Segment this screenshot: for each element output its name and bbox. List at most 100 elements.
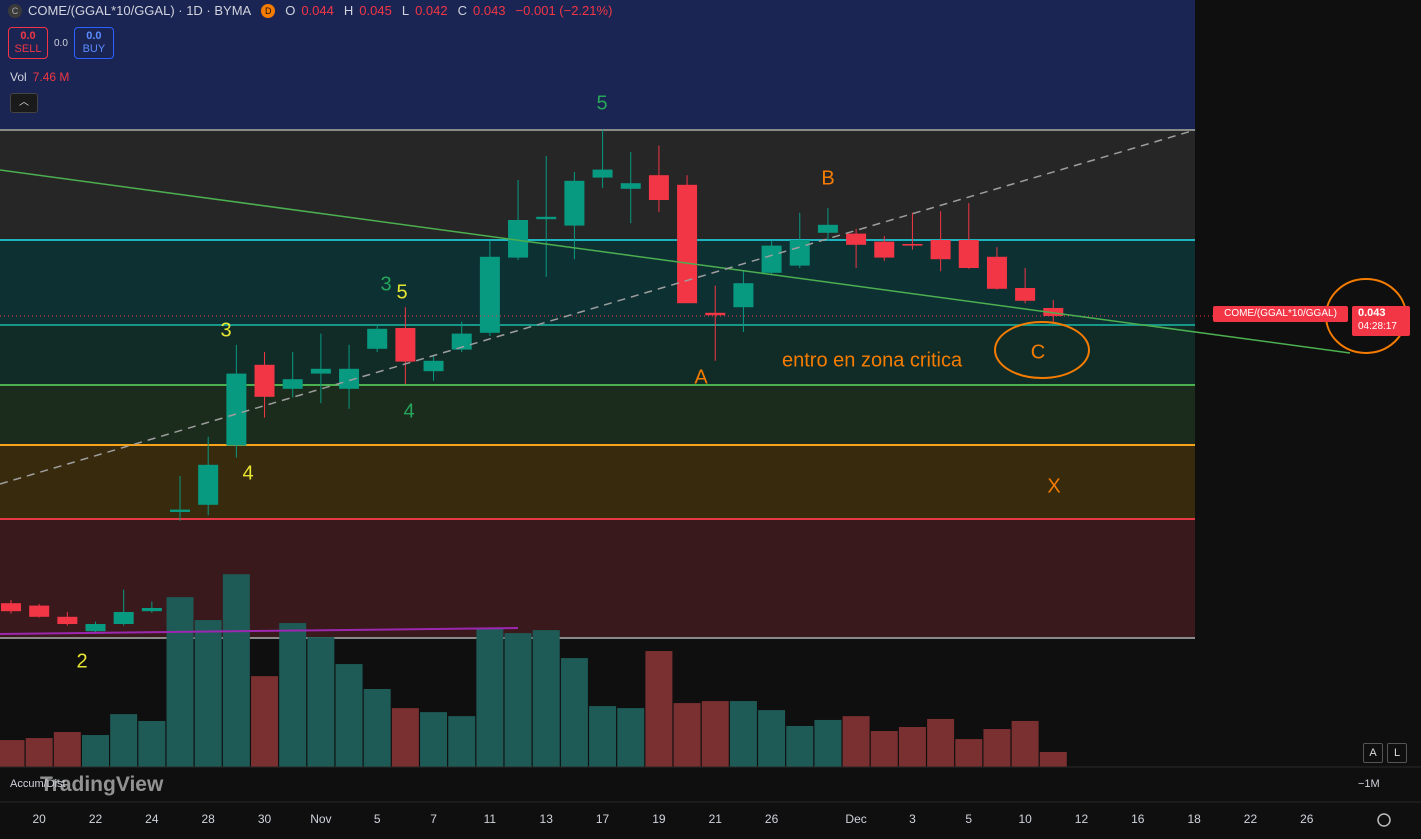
candle-body [451,333,472,350]
volume-bar [927,718,955,767]
candle-body [198,464,219,505]
x-tick-label: 5 [965,812,972,826]
sell-button[interactable]: 0.0 SELL [8,27,48,59]
wave-label: A [694,366,708,388]
zone [0,519,1195,638]
indicator-label: Accum/Dist [10,778,66,790]
volume-bar [1039,752,1067,767]
candles [0,129,1213,632]
x-tick-label: 13 [540,812,554,826]
symbol-icon: C [8,3,22,18]
volume-bar [870,731,898,767]
volume-bar [589,706,617,767]
x-tick-label: 7 [430,812,437,826]
candle-body [677,184,698,304]
watermark: TradingView [40,773,164,796]
volume-bar [701,701,729,767]
candle-body [282,379,303,389]
price-tag: 0.043 04:28:17 [1352,306,1410,336]
candle-body [930,240,951,260]
volume-bar [420,712,448,767]
candle-body [874,241,895,258]
x-tick-label: Nov [310,812,331,826]
trade-panel: 0.0 SELL 0.0 0.0 BUY [8,27,114,59]
candle-body [479,256,500,333]
volume-bar [251,676,279,767]
fib-zones [0,0,1195,639]
wave-label: 3 [380,273,391,295]
x-tick-label: 24 [145,812,159,826]
settings-icon[interactable] [1377,813,1391,827]
candle-body [761,245,782,273]
collapse-button[interactable]: ︿ [10,93,38,113]
wave-label: C [1031,341,1045,363]
volume-bar [335,664,363,767]
indicator-tick: −1M [1358,778,1380,790]
x-tick-label: 12 [1075,812,1089,826]
x-axis: 20 22 24 28 30 Nov 5 7 11 13 17 19 21 26 Dec 3 5 10 12 16 18… [32,812,1313,826]
header: C COME/(GGAL*10/GGAL) · 1D · BYMA D O 0.0… [8,3,616,18]
volume-bar [279,623,307,767]
volume-bar [673,703,701,767]
delay-badge: D [261,3,276,18]
x-tick-label: 22 [1244,812,1258,826]
candle-body [254,364,275,397]
trend-line [0,169,1351,354]
buy-button[interactable]: 0.0 BUY [73,27,114,59]
x-tick-label: 17 [596,812,610,826]
candle-body [620,183,641,189]
sell-label: SELL [14,43,42,55]
volume-bar [448,716,476,767]
zone [0,0,1195,130]
candle-body [817,224,838,233]
candle-body [789,240,810,266]
x-tick-label: 21 [709,812,723,826]
wave-label: 2 [76,650,87,672]
candle-body [1015,288,1036,301]
volume-bar [955,739,983,767]
candle-body [986,256,1007,289]
volume-bar [842,716,870,767]
x-tick-label: 26 [765,812,779,826]
candle-body [648,175,669,200]
log-button[interactable]: L [1387,743,1407,763]
volume-pane [0,574,1067,767]
candle-body [310,368,331,374]
zone [0,325,1195,385]
auto-button[interactable]: A [1363,743,1383,763]
symbol: COME/(GGAL*10/GGAL) · 1D · BYMA [28,3,252,18]
wave-label: 5 [596,92,607,114]
ohlc-value: 0.042 [415,3,448,18]
candle-body [113,612,134,624]
countdown: 04:28:17 [1358,321,1397,332]
wave-label: 4 [242,462,253,484]
wave-label: 5 [396,281,407,303]
ohlc-value: 0.045 [359,3,392,18]
x-tick-label: 5 [374,812,381,826]
x-tick-label: 22 [89,812,103,826]
volume-bar [532,630,560,767]
candle-body [958,240,979,268]
candle-body [846,233,867,245]
candle-body [902,244,923,246]
candle-body [733,283,754,308]
volume-bar [786,725,814,767]
wave-label: B [821,167,834,189]
candle-body [395,328,416,362]
x-tick-label: 20 [32,812,46,826]
candle-body [339,368,360,389]
ohlc-key: L [401,3,410,18]
spread: 0.0 [54,37,68,49]
x-tick-label: 26 [1300,812,1314,826]
annotations: 5 B 3 5 3 4 4 A X C entro en zona critic… [76,92,1060,672]
volume-bar [983,729,1011,767]
x-tick-label: Dec [845,812,866,826]
volume-bar [53,732,81,767]
zone [0,130,1195,240]
sell-price: 0.0 [20,30,36,42]
trend-line [0,129,1196,485]
volume-bar [307,637,335,767]
wave-label: 3 [220,319,231,341]
x-tick-label: 30 [258,812,272,826]
volume-bar [814,719,842,767]
